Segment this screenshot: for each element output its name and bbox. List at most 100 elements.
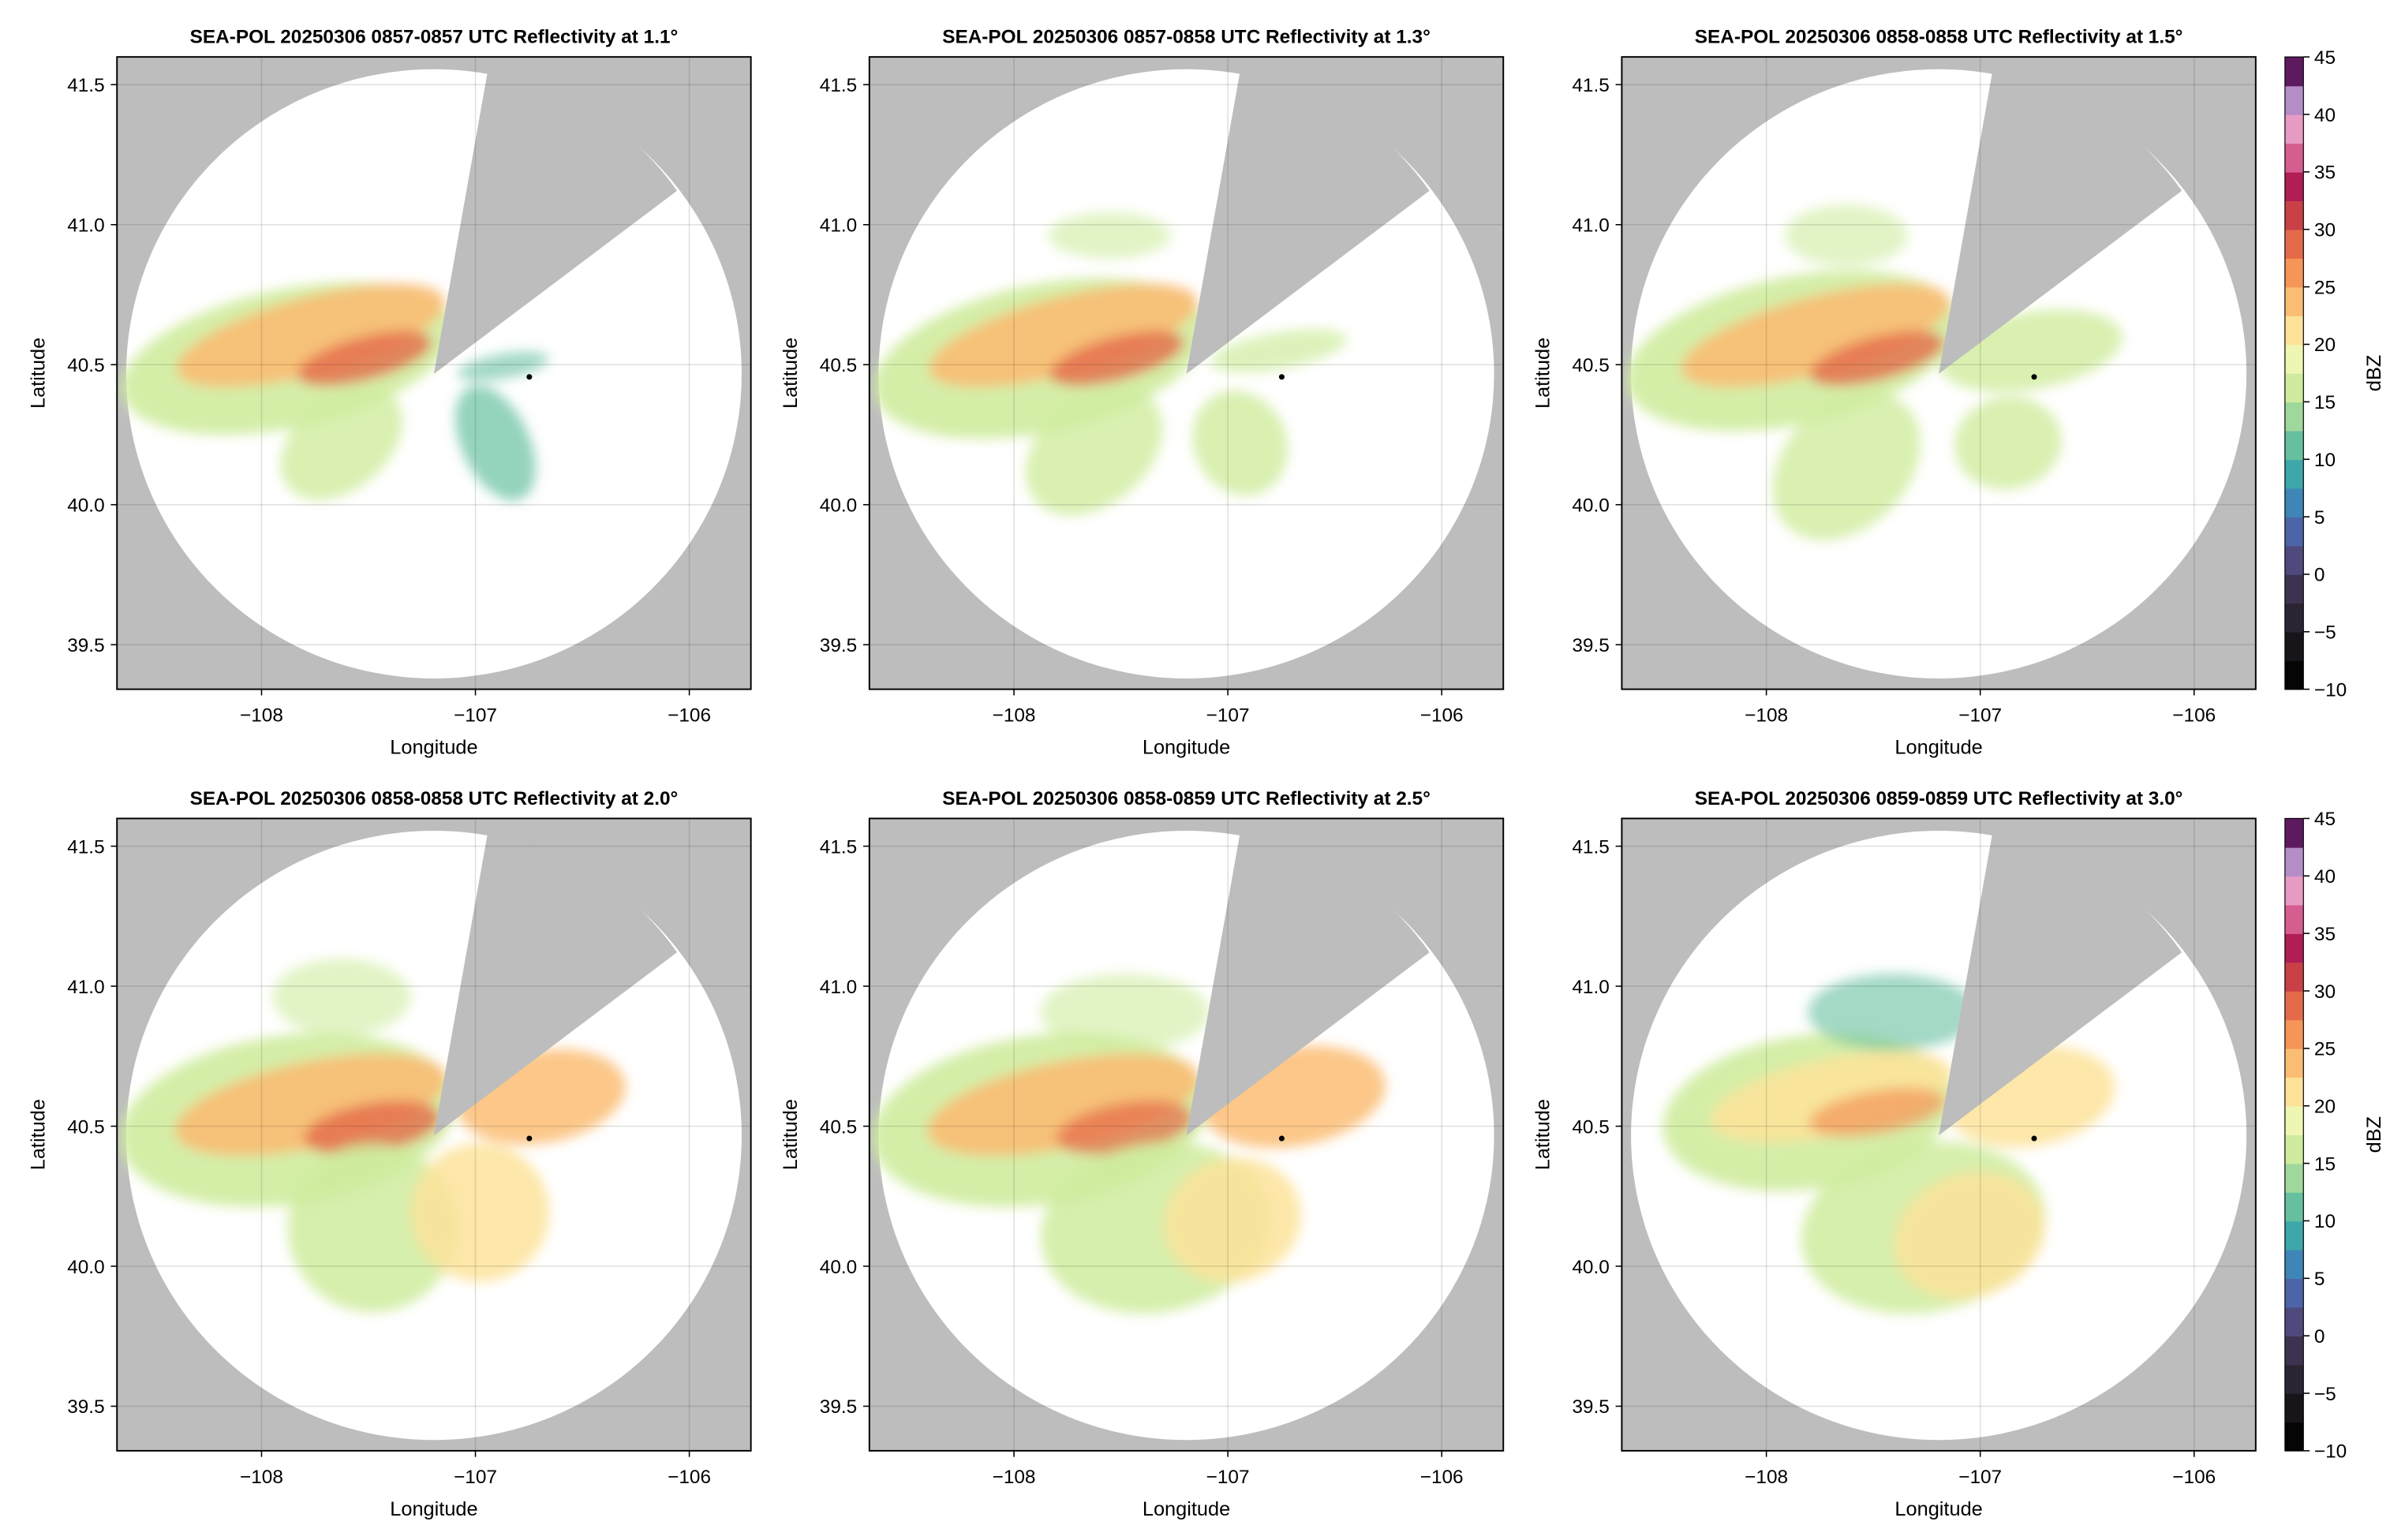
colorbar-band — [2284, 962, 2304, 992]
echo-region — [1049, 331, 1184, 387]
y-tick-label: 40.5 — [1572, 1116, 1609, 1138]
y-tick-label: 40.5 — [820, 1116, 857, 1138]
plot-area — [869, 57, 1504, 690]
echo-region — [458, 351, 549, 381]
colorbar-band — [2284, 933, 2304, 963]
y-tick-label: 40.0 — [820, 1257, 857, 1278]
y-tick-label: 40.5 — [1572, 355, 1609, 376]
echo-region — [454, 385, 536, 501]
echo-region — [272, 958, 411, 1036]
chart-title: SEA-POL 20250306 0858-0858 UTC Reflectiv… — [190, 788, 679, 809]
colorbar-tick-label: 45 — [2314, 47, 2336, 69]
echo-region — [1894, 1172, 2045, 1299]
echo-region — [1772, 392, 1921, 540]
colorbar-band — [2284, 1048, 2304, 1078]
colorbar-band — [2284, 1105, 2304, 1135]
colorbar-band — [2284, 85, 2304, 115]
colorbar-tick-label: 5 — [2314, 507, 2325, 529]
echo-region — [410, 1142, 550, 1282]
colorbar-tick-label: 15 — [2314, 392, 2336, 413]
colorbar-tick-label: −5 — [2314, 622, 2336, 644]
y-tick-label: 39.5 — [820, 1396, 857, 1418]
y-tick-label: 41.5 — [67, 75, 104, 96]
colorbar-tick-label: 5 — [2314, 1269, 2325, 1290]
echo-region — [1164, 1157, 1301, 1283]
blocked-sector — [1939, 70, 2182, 374]
axes-frame — [1621, 817, 2257, 1452]
plot-area — [1621, 818, 2256, 1451]
colorbar-band — [2284, 1019, 2304, 1049]
colorbar-tick-label: 30 — [2314, 981, 2336, 1003]
y-tick-label: 41.0 — [820, 977, 857, 998]
echo-region — [287, 1142, 458, 1313]
y-tick-label: 40.5 — [820, 355, 857, 376]
colorbar-band — [2284, 1163, 2304, 1193]
y-tick-label: 40.0 — [67, 495, 104, 516]
y-tick-label: 41.5 — [820, 836, 857, 858]
colorbar-tick-label: 40 — [2314, 866, 2336, 888]
x-tick-label: −108 — [993, 705, 1036, 727]
x-tick-label: −108 — [1745, 705, 1788, 727]
y-axis-label: Latitude — [1532, 1099, 1554, 1170]
colorbar-tick-label: 25 — [2314, 1039, 2336, 1060]
colorbar-band — [2284, 1192, 2304, 1222]
colorbar-tick-label: 10 — [2314, 450, 2336, 471]
x-tick-label: −106 — [2172, 705, 2216, 727]
colorbar-band — [2284, 402, 2304, 432]
colorbar-tick-label: −10 — [2314, 1441, 2347, 1463]
echoes — [873, 212, 1348, 515]
plot-area — [1621, 57, 2256, 690]
colorbar-band — [2284, 660, 2304, 690]
x-tick-label: −106 — [668, 1467, 711, 1488]
colorbar-band — [2284, 430, 2304, 460]
colorbar-band — [2284, 114, 2304, 144]
echo-region — [304, 1101, 441, 1155]
colorbar-tick-label: 10 — [2314, 1211, 2336, 1232]
colorbar: −10 −5 0 5 10 15 20 25 30 35 40 45 dBZ — [2284, 809, 2385, 1463]
y-tick-label: 41.5 — [1572, 836, 1609, 858]
y-tick-label: 39.5 — [820, 635, 857, 656]
chart-title: SEA-POL 20250306 0857-0858 UTC Reflectiv… — [942, 27, 1431, 48]
colorbar-band — [2284, 991, 2304, 1021]
y-tick-label: 41.0 — [820, 215, 857, 237]
panel: −108 −107 −106 39.5 40.0 40.5 41.0 41.5 SEA-POL … — [780, 788, 1505, 1520]
x-tick-label: −107 — [1958, 1467, 2002, 1488]
echo-region — [1210, 328, 1348, 373]
axes-frame — [116, 56, 752, 690]
echo-region — [297, 331, 432, 387]
echo-region — [280, 386, 402, 500]
x-tick-label: −106 — [1420, 705, 1464, 727]
colorbar-band — [2284, 1336, 2304, 1366]
echo-region — [1808, 974, 1977, 1051]
blocked-sector — [433, 70, 678, 374]
colorbar-band — [2284, 1278, 2304, 1308]
x-tick-label: −107 — [454, 1467, 497, 1488]
colorbar-label: dBZ — [2363, 1116, 2385, 1153]
x-tick-label: −107 — [1958, 705, 2002, 727]
panel: −108 −107 −106 39.5 40.0 40.5 41.0 41.5 SEA-POL … — [1532, 27, 2385, 759]
blocked-sector — [1186, 70, 1430, 374]
x-tick-label: −108 — [993, 1467, 1036, 1488]
x-axis-label: Longitude — [1894, 737, 1982, 759]
axes-frame — [116, 817, 752, 1452]
colorbar-band — [2284, 1134, 2304, 1164]
chart-title: SEA-POL 20250306 0857-0857 UTC Reflectiv… — [190, 27, 679, 48]
x-tick-label: −106 — [2172, 1467, 2216, 1488]
colorbar-band — [2284, 904, 2304, 934]
colorbar-band — [2284, 200, 2304, 230]
colorbar-band — [2284, 1364, 2304, 1394]
echoes — [1626, 204, 2123, 540]
echo-region — [1785, 204, 1909, 267]
x-tick-label: −106 — [1420, 1467, 1464, 1488]
colorbar-band — [2284, 876, 2304, 906]
colorbar-tick-label: 35 — [2314, 163, 2336, 184]
y-tick-label: 41.5 — [820, 75, 857, 96]
x-tick-label: −108 — [240, 705, 283, 727]
chart-title: SEA-POL 20250306 0858-0858 UTC Reflectiv… — [1695, 27, 2183, 48]
colorbar-band — [2284, 631, 2304, 661]
echo-region — [174, 1053, 447, 1156]
chart-title: SEA-POL 20250306 0858-0859 UTC Reflectiv… — [942, 788, 1431, 809]
colorbar-band — [2284, 574, 2304, 604]
plot-area — [869, 818, 1504, 1451]
colorbar-band — [2284, 818, 2304, 848]
